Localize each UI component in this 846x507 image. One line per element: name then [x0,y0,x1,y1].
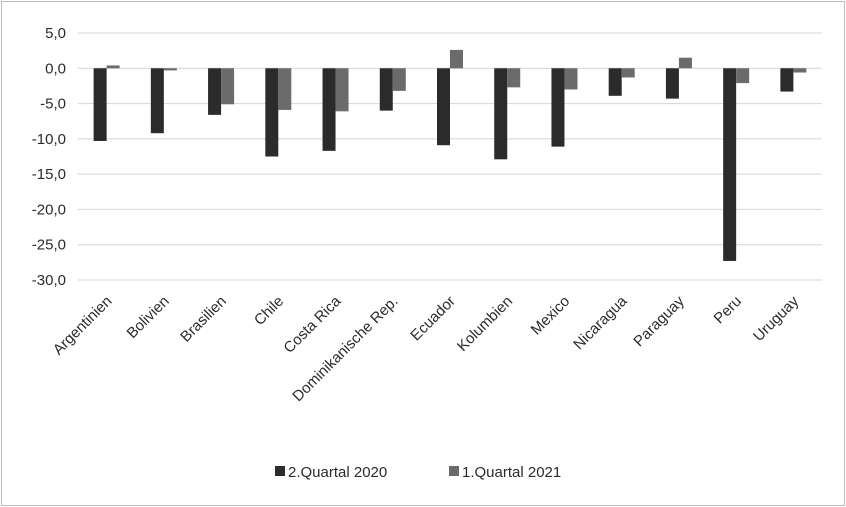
bar-q2-2020-costa-rica [322,68,336,151]
legend-label-q1-2021: 1.Quartal 2021 [462,464,561,481]
bar-q1-2021-dominikanische-rep [392,68,406,91]
category-label: Kolumbien [454,293,516,355]
bar-q2-2020-dominikanische-rep [379,68,393,111]
bar-q1-2021-paraguay [678,57,692,69]
bar-q1-2021-ecuador [450,49,463,69]
category-label: Ecuador [407,293,459,345]
bar-q2-2020-chile [265,68,279,157]
bar-q2-2020-paraguay [665,68,679,99]
category-label: Bolivien [124,293,173,342]
bar-q2-2020-brasilien [208,68,222,115]
category-label: Nicaragua [570,292,631,353]
bar-q1-2021-brasilien [221,68,235,105]
category-label: Brasilien [177,293,230,346]
legend: 2.Quartal 2020 1.Quartal 2021 [275,464,561,481]
y-tick-label: 0,0 [45,60,66,77]
bar-q2-2020-nicaragua [608,68,622,96]
y-tick-label: -5,0 [40,96,66,113]
bar-q2-2020-uruguay [780,68,794,92]
bar-q2-2020-mexico [551,68,565,147]
bar-q1-2021-kolumbien [507,68,521,88]
bar-q2-2020-ecuador [437,68,450,146]
bar-q1-2021-chile [278,68,292,110]
category-label: Peru [711,293,745,327]
bar-q1-2021-uruguay [793,68,807,73]
category-label: Mexico [528,293,574,339]
legend-label-q2-2020: 2.Quartal 2020 [288,464,387,481]
legend-swatch-q1-2021 [449,466,459,476]
bar-q1-2021-argentinien [106,65,120,69]
bar-q1-2021-bolivien [163,68,177,71]
y-tick-label: -25,0 [32,237,66,254]
y-tick-label: -10,0 [32,131,66,148]
legend-swatch-q2-2020 [275,466,285,476]
category-label: Paraguay [630,292,688,350]
category-label: Argentinien [50,293,116,359]
bar-q1-2021-peru [736,68,750,84]
category-label: Dominikanische Rep. [289,293,401,405]
y-tick-label: -30,0 [32,272,66,289]
bar-q2-2020-bolivien [150,68,164,134]
bars [93,49,807,261]
y-axis-tick-labels: 5,0 0,0 -5,0 -10,0 -15,0 -20,0 -25,0 -30,0 [32,25,66,289]
y-tick-label: -15,0 [32,166,66,183]
bar-q1-2021-mexico [564,68,578,90]
bar-q2-2020-argentinien [93,68,107,141]
bar-q1-2021-nicaragua [621,68,635,78]
category-label: Chile [251,293,287,329]
bar-q1-2021-costa-rica [335,68,349,112]
bar-q2-2020-kolumbien [494,68,508,160]
bar-q2-2020-peru [723,68,737,261]
category-label: Uruguay [750,292,802,344]
y-tick-label: -20,0 [32,201,66,218]
y-tick-label: 5,0 [45,25,66,42]
